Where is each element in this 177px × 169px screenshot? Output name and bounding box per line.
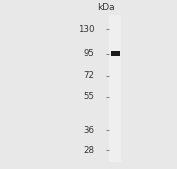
Text: 28: 28 <box>84 146 95 155</box>
Text: 72: 72 <box>84 71 95 80</box>
Text: 55: 55 <box>84 92 95 101</box>
Text: kDa: kDa <box>97 3 115 12</box>
Bar <box>111 51 121 56</box>
Text: 130: 130 <box>78 25 95 34</box>
Text: 36: 36 <box>84 126 95 135</box>
Bar <box>109 15 121 162</box>
Text: 95: 95 <box>84 49 95 58</box>
